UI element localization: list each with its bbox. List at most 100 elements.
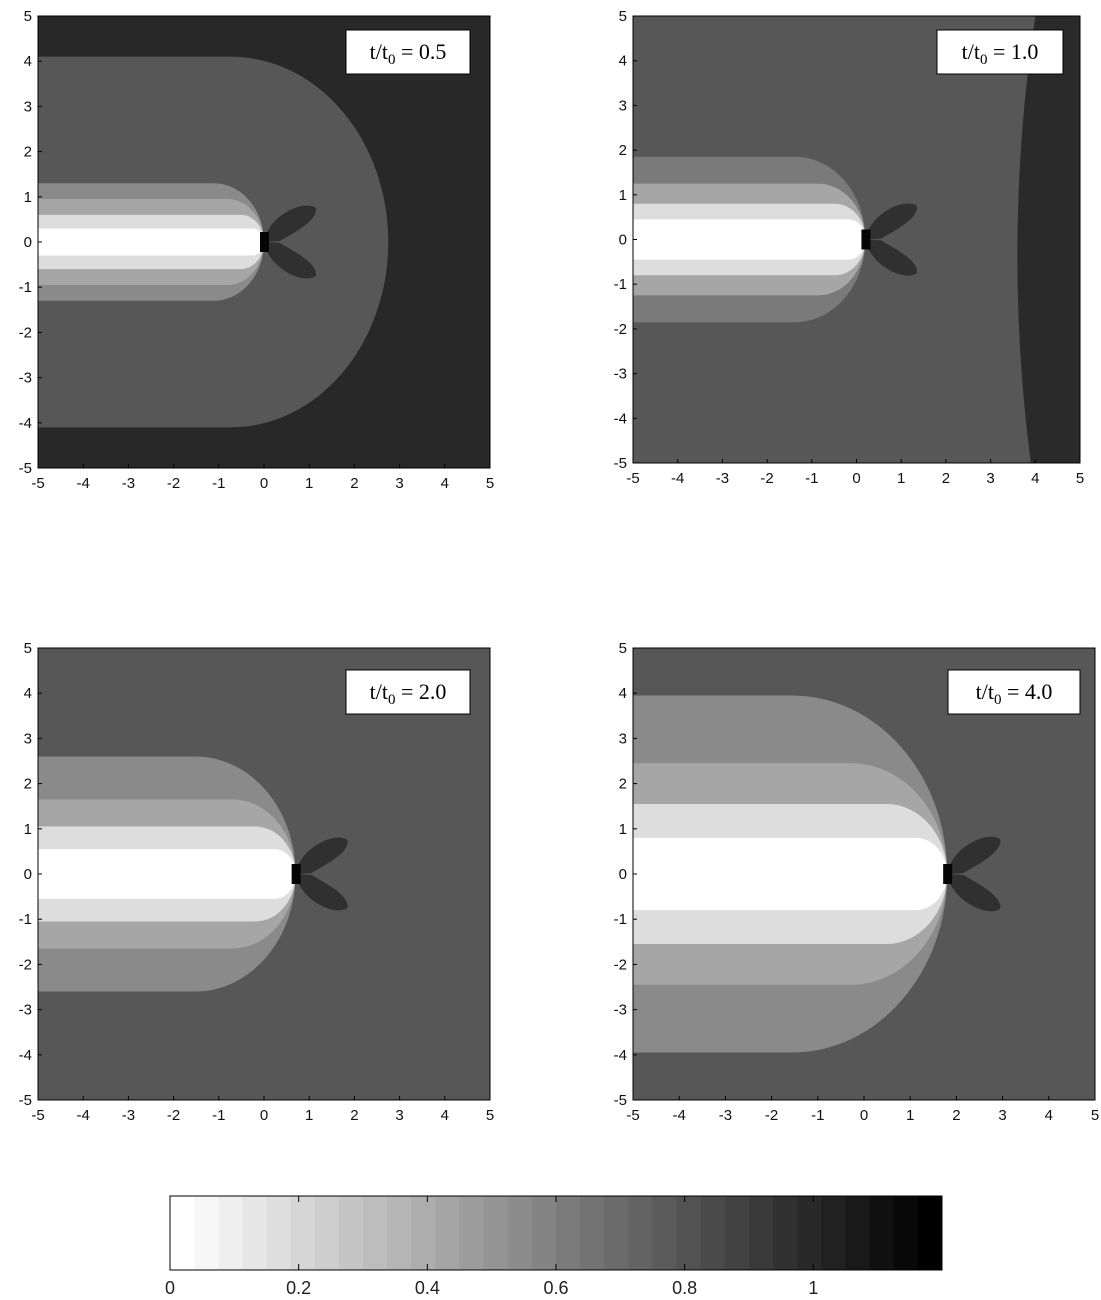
y-tick-label: -4 — [614, 410, 627, 427]
x-tick-label: -5 — [626, 1107, 639, 1124]
colorbar-level — [917, 1196, 943, 1270]
colorbar-level — [797, 1196, 822, 1270]
annotation-label: t/t0 = 2.0 — [370, 679, 447, 708]
y-tick-label: -1 — [19, 279, 32, 296]
y-tick-label: 2 — [24, 144, 32, 161]
plot-area — [633, 16, 1080, 463]
y-tick-label: 4 — [619, 685, 627, 702]
x-tick-label: 5 — [1076, 470, 1084, 487]
x-tick-label: -2 — [167, 1107, 180, 1124]
x-tick-label: 2 — [952, 1107, 960, 1124]
colorbar-tick-label: 0.2 — [286, 1278, 311, 1298]
panel-1: -5 -4 -3 -2 -1 0 1 2 3 4 5 -5 -4 -3 -2 -1 0 1 2 3 4 5 t/t0 = 0… — [19, 8, 495, 492]
colorbar-level — [507, 1196, 533, 1270]
x-tick-label: 2 — [350, 475, 358, 492]
y-tick-label: 0 — [619, 866, 627, 883]
x-tick-label: 1 — [305, 1107, 313, 1124]
colorbar-level — [242, 1196, 267, 1270]
annotation-box — [345, 29, 471, 75]
x-tick-label: -3 — [122, 475, 135, 492]
x-tick-label: 2 — [942, 470, 950, 487]
band-4 — [633, 837, 948, 911]
colorbar-level — [531, 1196, 557, 1270]
lobe-lower — [264, 242, 317, 279]
x-tick-label: 4 — [441, 1107, 449, 1124]
x-tick-label: -3 — [719, 1107, 732, 1124]
x-tick-label: -2 — [760, 470, 773, 487]
y-tick-label: -2 — [19, 324, 32, 341]
x-tick-label: 4 — [1045, 1107, 1053, 1124]
y-tick-label: 5 — [619, 8, 627, 25]
colorbar-level — [724, 1196, 750, 1270]
y-tick-label: -3 — [19, 370, 32, 387]
panels: -5 -4 -3 -2 -1 0 1 2 3 4 5 -5 -4 -3 -2 -1 0 1 2 3 4 5 t/t0 = 0… — [19, 8, 1100, 1124]
x-tick-label: 3 — [395, 475, 403, 492]
x-tick-label: -5 — [31, 475, 44, 492]
y-tick-label: 1 — [619, 821, 627, 838]
y-tick-label: 0 — [24, 234, 32, 251]
y-tick-label: 1 — [24, 821, 32, 838]
y-tick-label: 3 — [619, 97, 627, 114]
lobe-upper — [264, 205, 317, 242]
colorbar-level — [338, 1196, 364, 1270]
band-4 — [38, 849, 296, 899]
band-4 — [633, 219, 866, 260]
annotation-label: t/t0 = 4.0 — [976, 679, 1053, 708]
colorbar-level — [700, 1196, 726, 1270]
colorbar-level — [556, 1196, 581, 1270]
x-tick-label: 0 — [852, 470, 860, 487]
panel-3: -5 -4 -3 -2 -1 0 1 2 3 4 5 -5 -4 -3 -2 -1 0 1 2 3 4 5 t/t0 = 2… — [19, 640, 495, 1124]
colorbar-level — [749, 1196, 774, 1270]
x-tick-label: -4 — [77, 1107, 90, 1124]
colorbar-level — [314, 1196, 340, 1270]
colorbar-level — [869, 1196, 895, 1270]
y-tick-label: 3 — [24, 730, 32, 747]
y-tick-label: -5 — [19, 460, 32, 477]
colorbar-level — [266, 1196, 292, 1270]
x-tick-label: 3 — [986, 470, 994, 487]
y-tick-label: 4 — [24, 685, 32, 702]
y-tick-label: -1 — [19, 911, 32, 928]
annotation-label: t/t0 = 0.5 — [370, 39, 447, 68]
y-tick-label: -5 — [614, 455, 627, 472]
x-tick-label: 4 — [441, 475, 449, 492]
lobe-lower — [295, 874, 348, 911]
colorbar-level — [194, 1196, 219, 1270]
x-tick-label: 1 — [305, 475, 313, 492]
colorbar-level — [170, 1196, 195, 1270]
panel-4: -5 -4 -3 -2 -1 0 1 2 3 4 5 -5 -4 -3 -2 -1 0 1 2 3 4 5 t/t0 = 4… — [614, 640, 1100, 1124]
x-tick-label: 5 — [486, 1107, 494, 1124]
colorbar-level — [628, 1196, 653, 1270]
colorbar-tick-label: 0 — [165, 1278, 175, 1298]
y-tick-label: 5 — [24, 640, 32, 657]
annotation-box — [345, 669, 471, 715]
dark-region — [1017, 16, 1080, 463]
lobe-upper — [295, 837, 348, 874]
x-tick-label: 4 — [1031, 470, 1039, 487]
colorbar-level — [218, 1196, 243, 1270]
y-tick-label: -5 — [614, 1092, 627, 1109]
colorbar-tick-label: 0.8 — [672, 1278, 697, 1298]
x-tick-label: 2 — [350, 1107, 358, 1124]
colorbar-level — [845, 1196, 871, 1270]
x-tick-label: -5 — [626, 470, 639, 487]
colorbar-level — [290, 1196, 316, 1270]
lobe-upper — [947, 836, 1001, 874]
annotation-label: t/t0 = 1.0 — [962, 39, 1039, 68]
y-tick-label: 0 — [24, 866, 32, 883]
plot-area — [38, 16, 490, 468]
colorbar-tick-label: 0.6 — [543, 1278, 568, 1298]
y-tick-label: 1 — [619, 187, 627, 204]
y-tick-label: -3 — [19, 1002, 32, 1019]
colorbar-level — [387, 1196, 412, 1270]
colorbar-level — [652, 1196, 678, 1270]
annotation-box — [947, 669, 1081, 715]
x-tick-label: -5 — [31, 1107, 44, 1124]
front-core — [861, 229, 871, 250]
x-tick-label: -1 — [811, 1107, 824, 1124]
y-tick-label: -3 — [614, 366, 627, 383]
lobe-lower — [865, 239, 917, 276]
x-tick-label: -4 — [77, 475, 90, 492]
y-tick-label: -4 — [19, 415, 32, 432]
y-tick-label: -1 — [614, 911, 627, 928]
